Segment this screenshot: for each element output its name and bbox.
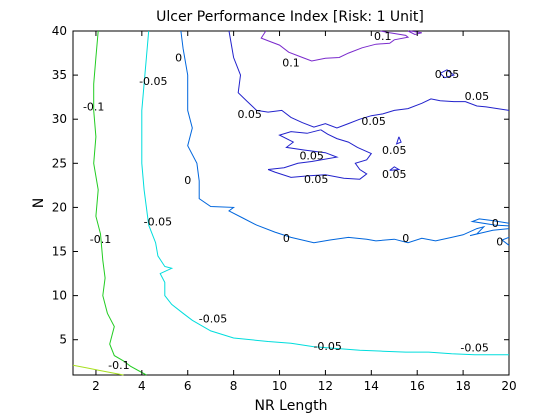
contour-line-11	[260, 30, 410, 62]
contour-line-9	[395, 136, 402, 145]
contour-label: -0.05	[313, 340, 341, 353]
y-tick-label: 5	[59, 333, 67, 347]
contour-line-4	[470, 218, 510, 227]
contour-label: 0.1	[374, 30, 392, 43]
contour-label: -0.05	[139, 75, 167, 88]
contour-label: -0.05	[144, 215, 172, 228]
contour-label: 0	[492, 217, 499, 230]
y-tick-label: 35	[52, 68, 67, 82]
contour-label: -0.05	[199, 312, 227, 325]
x-tick-label: 18	[455, 379, 470, 393]
contour-line-0	[93, 30, 147, 376]
contour-line-6	[228, 30, 510, 129]
x-tick-label: 14	[364, 379, 379, 393]
contour-label: 0	[175, 51, 182, 64]
x-tick-label: 2	[92, 379, 100, 393]
y-axis-label: N	[31, 198, 47, 208]
chart-title: Ulcer Performance Index [Risk: 1 Unit]	[156, 9, 424, 25]
contour-label: 0.05	[237, 108, 262, 121]
contour-lines	[72, 30, 510, 376]
x-tick-label: 10	[272, 379, 287, 393]
y-axis-ticks: 5 10 15 20 25 30 35 40	[52, 24, 509, 347]
y-tick-label: 30	[52, 112, 67, 126]
contour-label: 0.05	[361, 115, 386, 128]
contour-labels: 0.1 0.1 0 0.05 -0.05 0.05 -0.1 0.05 0.05 0.05 0.05…	[83, 30, 503, 372]
contour-line-5	[501, 236, 510, 246]
x-tick-label: 4	[138, 379, 146, 393]
contour-label: 0.05	[465, 90, 490, 103]
contour-label: -0.05	[460, 342, 488, 355]
contour-label: 0	[283, 232, 290, 245]
contour-label: 0	[402, 232, 409, 245]
plot-area: 0.1 0.1 0 0.05 -0.05 0.05 -0.1 0.05 0.05 0.05 0.05…	[52, 24, 517, 393]
contour-label: 0.05	[435, 68, 460, 81]
contour-line-2	[141, 30, 509, 356]
x-axis-ticks: 2 4 6 8 10 12 14 16 18 20	[92, 31, 517, 393]
contour-line-1	[72, 364, 124, 376]
y-tick-label: 25	[52, 156, 67, 170]
x-tick-label: 8	[230, 379, 238, 393]
contour-line-8	[439, 69, 455, 79]
contour-label: -0.1	[108, 359, 129, 372]
contour-line-10	[389, 166, 401, 171]
contour-label: -0.1	[83, 101, 104, 114]
contour-label: 0.05	[299, 149, 324, 162]
contour-label: -0.1	[90, 233, 111, 246]
x-tick-label: 6	[184, 379, 192, 393]
contour-label: 0.1	[282, 57, 300, 70]
x-tick-label: 16	[410, 379, 425, 393]
contour-label: 0	[496, 236, 503, 249]
contour-label: 0.05	[304, 173, 329, 186]
contour-line-3	[180, 30, 510, 244]
contour-label: 0.05	[382, 144, 407, 157]
contour-line-7	[267, 129, 373, 180]
y-tick-label: 15	[52, 245, 67, 259]
x-axis-label: NR Length	[255, 398, 328, 414]
contour-label: 0.05	[382, 168, 407, 181]
x-tick-label: 20	[501, 379, 516, 393]
contour-line-12	[407, 30, 422, 36]
y-tick-label: 10	[52, 289, 67, 303]
x-tick-label: 12	[318, 379, 333, 393]
y-tick-label: 20	[52, 200, 67, 214]
y-tick-label: 40	[52, 24, 67, 38]
contour-label: 0	[184, 174, 191, 187]
